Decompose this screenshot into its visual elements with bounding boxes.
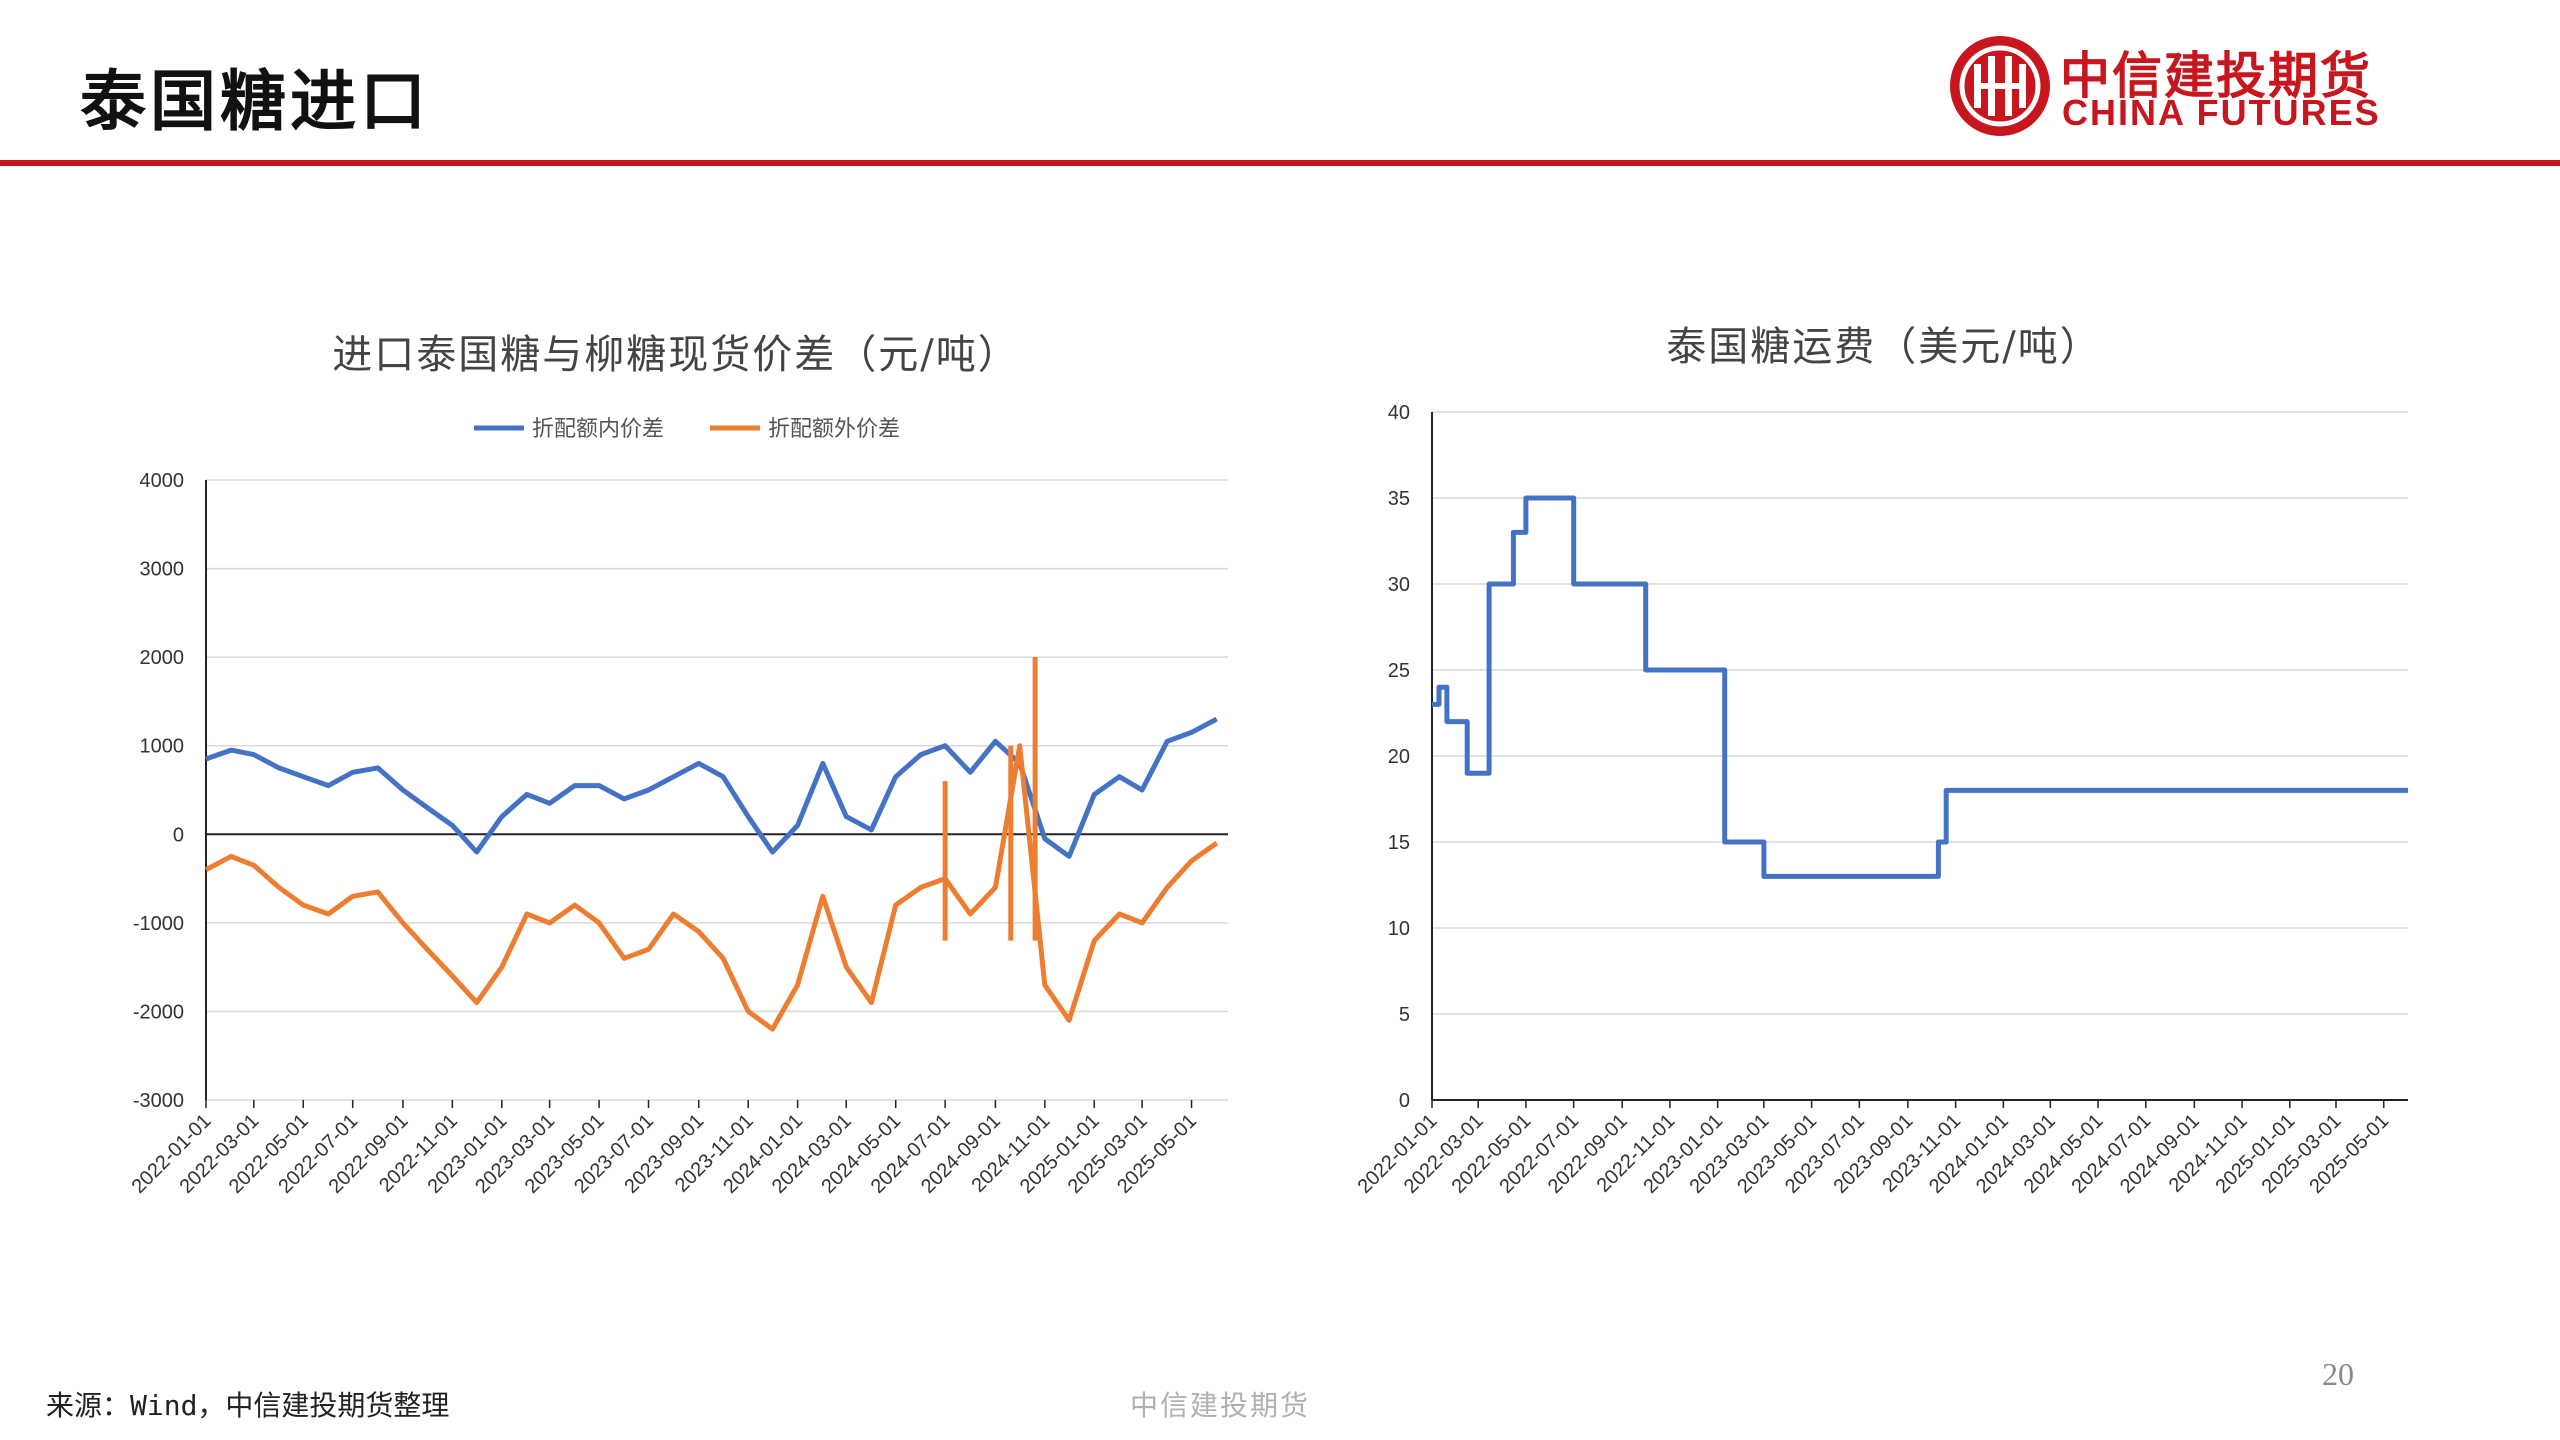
y-tick-label: 4000	[140, 470, 185, 492]
footer-brand: 中信建投期货	[1130, 1389, 1311, 1422]
y-tick-label: -3000	[133, 1090, 184, 1112]
chart-title: 泰国糖运费（美元/吨）	[1666, 324, 2101, 370]
y-tick-label: 1000	[140, 736, 185, 758]
spread-chart: 进口泰国糖与柳糖现货价差（元/吨） 4000 3000 2000 1000 0 -1000 -…	[128, 332, 1228, 1198]
y-tick-label: 15	[1388, 832, 1410, 854]
y-tick-label: 5	[1399, 1004, 1410, 1026]
series-line-1	[205, 716, 1218, 859]
y-tick-label: 10	[1388, 918, 1410, 940]
y-tick-label: -2000	[133, 1001, 184, 1023]
logo-english-name: CHINA FUTURES	[2062, 92, 2381, 133]
y-tick-label: 20	[1388, 746, 1410, 768]
y-tick-label: 30	[1388, 574, 1410, 596]
y-tick-label: 3000	[140, 559, 185, 581]
y-tick-label: 0	[1399, 1090, 1410, 1112]
page-number: 20	[2322, 1356, 2354, 1392]
chart-title: 进口泰国糖与柳糖现货价差（元/吨）	[332, 332, 1019, 378]
legend-label: 折配额外价差	[768, 417, 900, 442]
series-line-2	[204, 743, 1219, 1032]
logo-chinese-name: 中信建投期货	[2060, 47, 2372, 105]
header-rule	[0, 160, 2560, 166]
logo-emblem-icon	[1950, 36, 2050, 136]
y-tick-label: 25	[1388, 660, 1410, 682]
freight-chart: 泰国糖运费（美元/吨）40353025201510502022-01-01202…	[1354, 324, 2408, 1198]
y-tick-label: 40	[1388, 402, 1410, 424]
y-tick-label: 0	[173, 824, 184, 846]
source-note: 来源：Wind，中信建投期货整理	[46, 1389, 450, 1422]
legend-label: 折配额内价差	[532, 417, 664, 442]
y-tick-label: 35	[1388, 488, 1410, 510]
series-line-1	[1432, 495, 2408, 879]
y-tick-label: 2000	[140, 647, 185, 669]
slide-title: 泰国糖进口	[80, 62, 430, 140]
y-tick-label: -1000	[133, 913, 184, 935]
logo: 中信建投期货 CHINA FUTURES	[1948, 34, 2508, 138]
